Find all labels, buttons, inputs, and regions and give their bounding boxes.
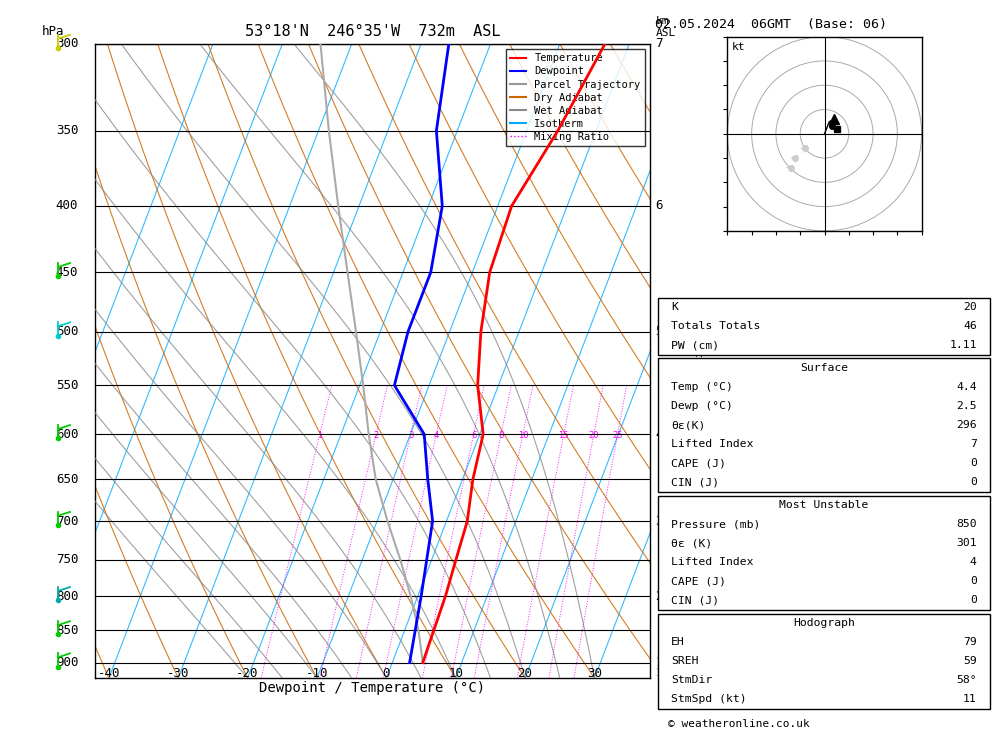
Text: 2: 2: [656, 590, 663, 603]
Text: SREH: SREH: [671, 656, 699, 666]
Text: 0: 0: [970, 477, 977, 487]
Text: 10: 10: [518, 431, 528, 440]
Text: © weatheronline.co.uk: © weatheronline.co.uk: [668, 719, 810, 729]
Text: 0: 0: [970, 576, 977, 586]
Text: 500: 500: [56, 325, 78, 338]
Text: 850: 850: [956, 519, 977, 529]
Text: 700: 700: [56, 515, 78, 528]
Text: 301: 301: [956, 538, 977, 548]
Text: 15: 15: [559, 431, 569, 440]
Text: CAPE (J): CAPE (J): [671, 576, 726, 586]
Text: 450: 450: [56, 266, 78, 279]
Text: PW (cm): PW (cm): [671, 340, 719, 350]
Text: θε (K): θε (K): [671, 538, 713, 548]
Text: 4: 4: [970, 557, 977, 567]
Text: 4.4: 4.4: [956, 382, 977, 392]
Text: 6: 6: [656, 199, 663, 213]
Text: 1: 1: [656, 656, 663, 669]
Text: CIN (J): CIN (J): [671, 477, 719, 487]
Text: hPa: hPa: [42, 25, 64, 37]
Title: 53°18'N  246°35'W  732m  ASL: 53°18'N 246°35'W 732m ASL: [245, 23, 500, 39]
Text: km
ASL: km ASL: [656, 16, 676, 37]
Text: 0: 0: [970, 458, 977, 468]
Text: Surface: Surface: [800, 363, 848, 373]
Text: 900: 900: [56, 656, 78, 669]
Text: StmSpd (kt): StmSpd (kt): [671, 694, 747, 704]
Text: 400: 400: [56, 199, 78, 213]
Text: 296: 296: [956, 420, 977, 430]
Text: 30: 30: [587, 667, 602, 679]
FancyBboxPatch shape: [658, 496, 990, 610]
Text: 58°: 58°: [956, 675, 977, 685]
Text: 350: 350: [56, 125, 78, 137]
Text: 02.05.2024  06GMT  (Base: 06): 02.05.2024 06GMT (Base: 06): [655, 18, 887, 32]
Text: 1LCL: 1LCL: [656, 668, 683, 678]
Text: 300: 300: [56, 37, 78, 51]
Text: θε(K): θε(K): [671, 420, 706, 430]
Text: 0: 0: [383, 667, 390, 679]
FancyBboxPatch shape: [658, 358, 990, 492]
Text: Lifted Index: Lifted Index: [671, 557, 754, 567]
Text: 2.5: 2.5: [956, 401, 977, 411]
Text: Hodograph: Hodograph: [793, 618, 855, 628]
Text: 7: 7: [970, 439, 977, 449]
Text: 11: 11: [963, 694, 977, 704]
Text: 650: 650: [56, 473, 78, 486]
Text: Mixing Ratio (g/kg): Mixing Ratio (g/kg): [695, 297, 705, 425]
Text: 1.11: 1.11: [949, 340, 977, 350]
Text: 1: 1: [317, 431, 322, 440]
Text: 600: 600: [56, 428, 78, 441]
Text: 7: 7: [656, 37, 663, 51]
Text: 3: 3: [656, 515, 663, 528]
Text: kt: kt: [731, 43, 745, 53]
Text: -10: -10: [306, 667, 328, 679]
Text: 550: 550: [56, 379, 78, 392]
Text: 0: 0: [970, 595, 977, 605]
X-axis label: Dewpoint / Temperature (°C): Dewpoint / Temperature (°C): [259, 681, 486, 695]
Text: 4: 4: [434, 431, 439, 440]
Text: K: K: [671, 302, 678, 312]
Text: 850: 850: [56, 624, 78, 637]
Text: -30: -30: [167, 667, 190, 679]
Text: 20: 20: [589, 431, 599, 440]
Text: Lifted Index: Lifted Index: [671, 439, 754, 449]
Text: Pressure (mb): Pressure (mb): [671, 519, 761, 529]
Text: 8: 8: [498, 431, 504, 440]
Text: Most Unstable: Most Unstable: [779, 500, 869, 510]
Text: 750: 750: [56, 553, 78, 567]
Text: -20: -20: [236, 667, 259, 679]
Text: 4: 4: [656, 428, 663, 441]
Text: 6: 6: [471, 431, 476, 440]
Text: CIN (J): CIN (J): [671, 595, 719, 605]
Text: 3: 3: [408, 431, 413, 440]
Text: 5: 5: [656, 325, 663, 338]
Text: Totals Totals: Totals Totals: [671, 321, 761, 331]
Legend: Temperature, Dewpoint, Parcel Trajectory, Dry Adiabat, Wet Adiabat, Isotherm, Mi: Temperature, Dewpoint, Parcel Trajectory…: [506, 49, 645, 147]
FancyBboxPatch shape: [658, 298, 990, 355]
Text: -40: -40: [98, 667, 120, 679]
Text: 59: 59: [963, 656, 977, 666]
Text: 800: 800: [56, 590, 78, 603]
Text: 46: 46: [963, 321, 977, 331]
Text: EH: EH: [671, 637, 685, 647]
Text: CAPE (J): CAPE (J): [671, 458, 726, 468]
Text: 20: 20: [963, 302, 977, 312]
Text: Dewp (°C): Dewp (°C): [671, 401, 733, 411]
Text: 20: 20: [518, 667, 533, 679]
Text: 10: 10: [448, 667, 463, 679]
Text: 2: 2: [373, 431, 379, 440]
Text: StmDir: StmDir: [671, 675, 713, 685]
Text: 25: 25: [612, 431, 623, 440]
FancyBboxPatch shape: [658, 614, 990, 709]
Text: Temp (°C): Temp (°C): [671, 382, 733, 392]
Text: 79: 79: [963, 637, 977, 647]
